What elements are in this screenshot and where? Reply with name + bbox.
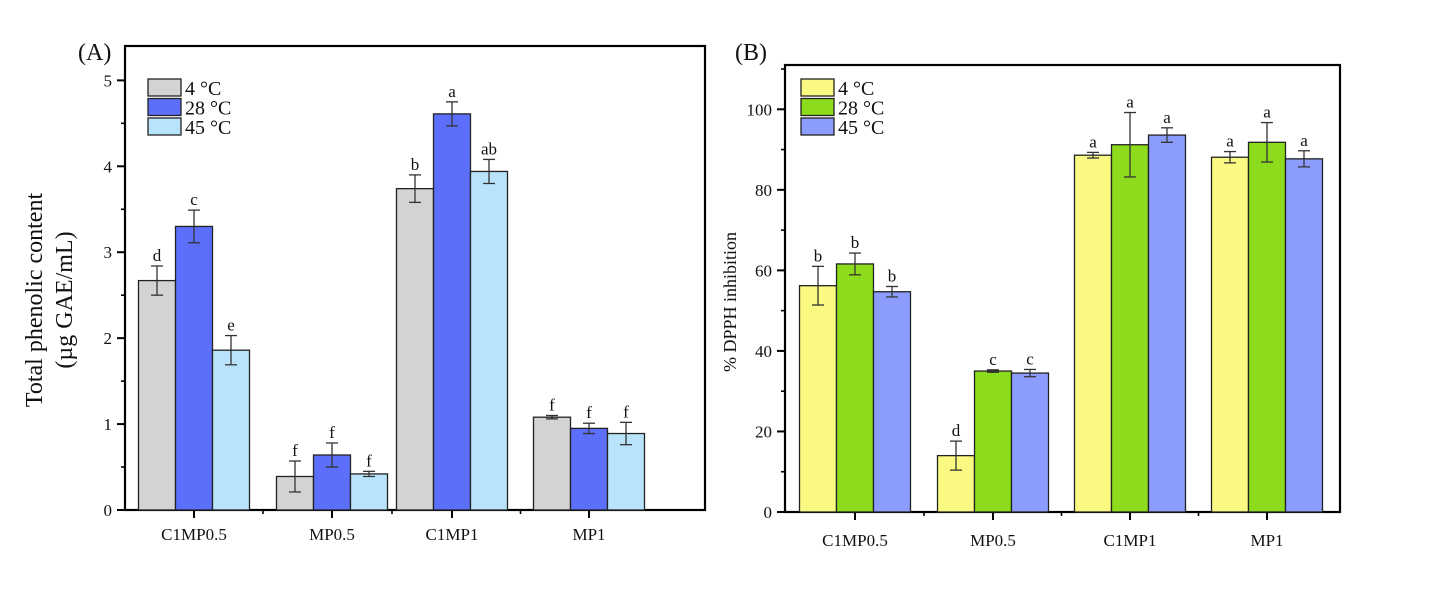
panel-b-chart: (B) 0 20 40 60 80 100 % DPPH inhibition C1MP0.5 M… bbox=[720, 40, 1342, 550]
significance-letter: a bbox=[1300, 131, 1308, 150]
significance-letter: f bbox=[292, 441, 298, 460]
legend-label: 45 °C bbox=[185, 117, 231, 139]
significance-letter: f bbox=[329, 423, 335, 442]
bar bbox=[973, 370, 1013, 513]
significance-letter: f bbox=[366, 451, 372, 470]
y-axis-title: % DPPH inhibition bbox=[720, 232, 740, 372]
x-tick-label: C1MP0.5 bbox=[822, 531, 888, 550]
legend-swatch bbox=[800, 117, 835, 136]
legend-label: 4 °C bbox=[838, 78, 874, 100]
x-tick-label: C1MP0.5 bbox=[161, 525, 227, 544]
bar bbox=[469, 170, 509, 511]
plot-frame bbox=[783, 63, 1342, 514]
y-tick-label: 60 bbox=[755, 261, 772, 280]
legend-swatch bbox=[800, 97, 835, 117]
significance-letter: c bbox=[1026, 349, 1034, 368]
y-tick-label: 100 bbox=[747, 100, 773, 119]
x-tick-label: MP1 bbox=[1250, 531, 1283, 550]
legend-swatch bbox=[147, 97, 182, 117]
y-tick-label: 4 bbox=[104, 157, 113, 176]
significance-letter: c bbox=[989, 350, 997, 369]
significance-letter: d bbox=[153, 246, 162, 265]
y-axis-title-line: % DPPH inhibition bbox=[720, 232, 740, 372]
panel-label: (A) bbox=[78, 40, 111, 66]
y-tick-label: 5 bbox=[104, 71, 113, 90]
significance-letter: a bbox=[1163, 108, 1171, 127]
significance-letter: a bbox=[1226, 132, 1234, 151]
legend-swatch bbox=[800, 78, 835, 97]
bar bbox=[798, 285, 838, 513]
significance-letter: ab bbox=[481, 139, 497, 158]
panel-label: (B) bbox=[735, 40, 767, 66]
y-tick-label: 2 bbox=[104, 329, 113, 348]
legend-swatch bbox=[147, 117, 182, 136]
significance-letter: b bbox=[814, 246, 823, 265]
y-axis-title: Total phenolic content (µg GAE/mL) bbox=[22, 193, 78, 408]
y-tick-label: 1 bbox=[104, 415, 113, 434]
bar bbox=[1210, 156, 1250, 513]
bar bbox=[1284, 158, 1324, 513]
bar bbox=[174, 225, 214, 511]
bar bbox=[569, 427, 609, 511]
legend-label: 45 °C bbox=[838, 117, 884, 139]
y-tick-label: 3 bbox=[104, 243, 113, 262]
x-tick-label: MP0.5 bbox=[309, 525, 355, 544]
y-tick-label: 40 bbox=[755, 342, 772, 361]
significance-letter: e bbox=[227, 316, 235, 335]
significance-letter: a bbox=[1263, 103, 1271, 122]
y-axis-title-line: (µg GAE/mL) bbox=[52, 231, 78, 368]
bar bbox=[432, 113, 472, 511]
significance-letter: b bbox=[888, 266, 897, 285]
bar bbox=[835, 263, 875, 513]
x-tick-label: C1MP1 bbox=[1104, 531, 1157, 550]
y-tick-label: 80 bbox=[755, 181, 772, 200]
bar bbox=[349, 473, 389, 511]
bar bbox=[395, 187, 435, 511]
bar bbox=[1110, 144, 1150, 513]
legend-label: 4 °C bbox=[185, 78, 221, 100]
y-axis-title-line: Total phenolic content bbox=[22, 193, 48, 408]
legend-label: 28 °C bbox=[838, 98, 884, 120]
legend-swatch bbox=[147, 78, 182, 97]
legend-label: 28 °C bbox=[185, 98, 231, 120]
significance-letter: f bbox=[586, 403, 592, 422]
significance-letter: b bbox=[411, 155, 420, 174]
significance-letter: a bbox=[1089, 132, 1097, 151]
bar bbox=[1147, 134, 1187, 513]
panel-a-chart: (A) 0 1 2 3 4 5 Total phenolic content (µg GAE/m… bbox=[22, 40, 707, 544]
bar bbox=[137, 279, 177, 511]
significance-letter: c bbox=[190, 190, 198, 209]
x-tick-label: MP1 bbox=[572, 525, 605, 544]
bar bbox=[1010, 372, 1050, 513]
significance-letter: d bbox=[952, 421, 961, 440]
y-tick-label: 0 bbox=[764, 503, 773, 522]
x-tick-label: C1MP1 bbox=[426, 525, 479, 544]
significance-letter: f bbox=[549, 395, 555, 414]
significance-letter: a bbox=[448, 82, 456, 101]
legend: 4 °C28 °C45 °C bbox=[147, 78, 231, 139]
significance-letter: f bbox=[623, 402, 629, 421]
x-tick-label: MP0.5 bbox=[970, 531, 1016, 550]
legend: 4 °C28 °C45 °C bbox=[800, 78, 884, 139]
bar bbox=[1247, 141, 1287, 513]
y-tick-label: 20 bbox=[755, 422, 772, 441]
bar bbox=[872, 291, 912, 513]
bar bbox=[532, 416, 572, 511]
significance-letter: b bbox=[851, 233, 860, 252]
y-tick-label: 0 bbox=[104, 501, 113, 520]
bar bbox=[1073, 154, 1113, 513]
significance-letter: a bbox=[1126, 93, 1134, 112]
bar bbox=[211, 349, 251, 511]
